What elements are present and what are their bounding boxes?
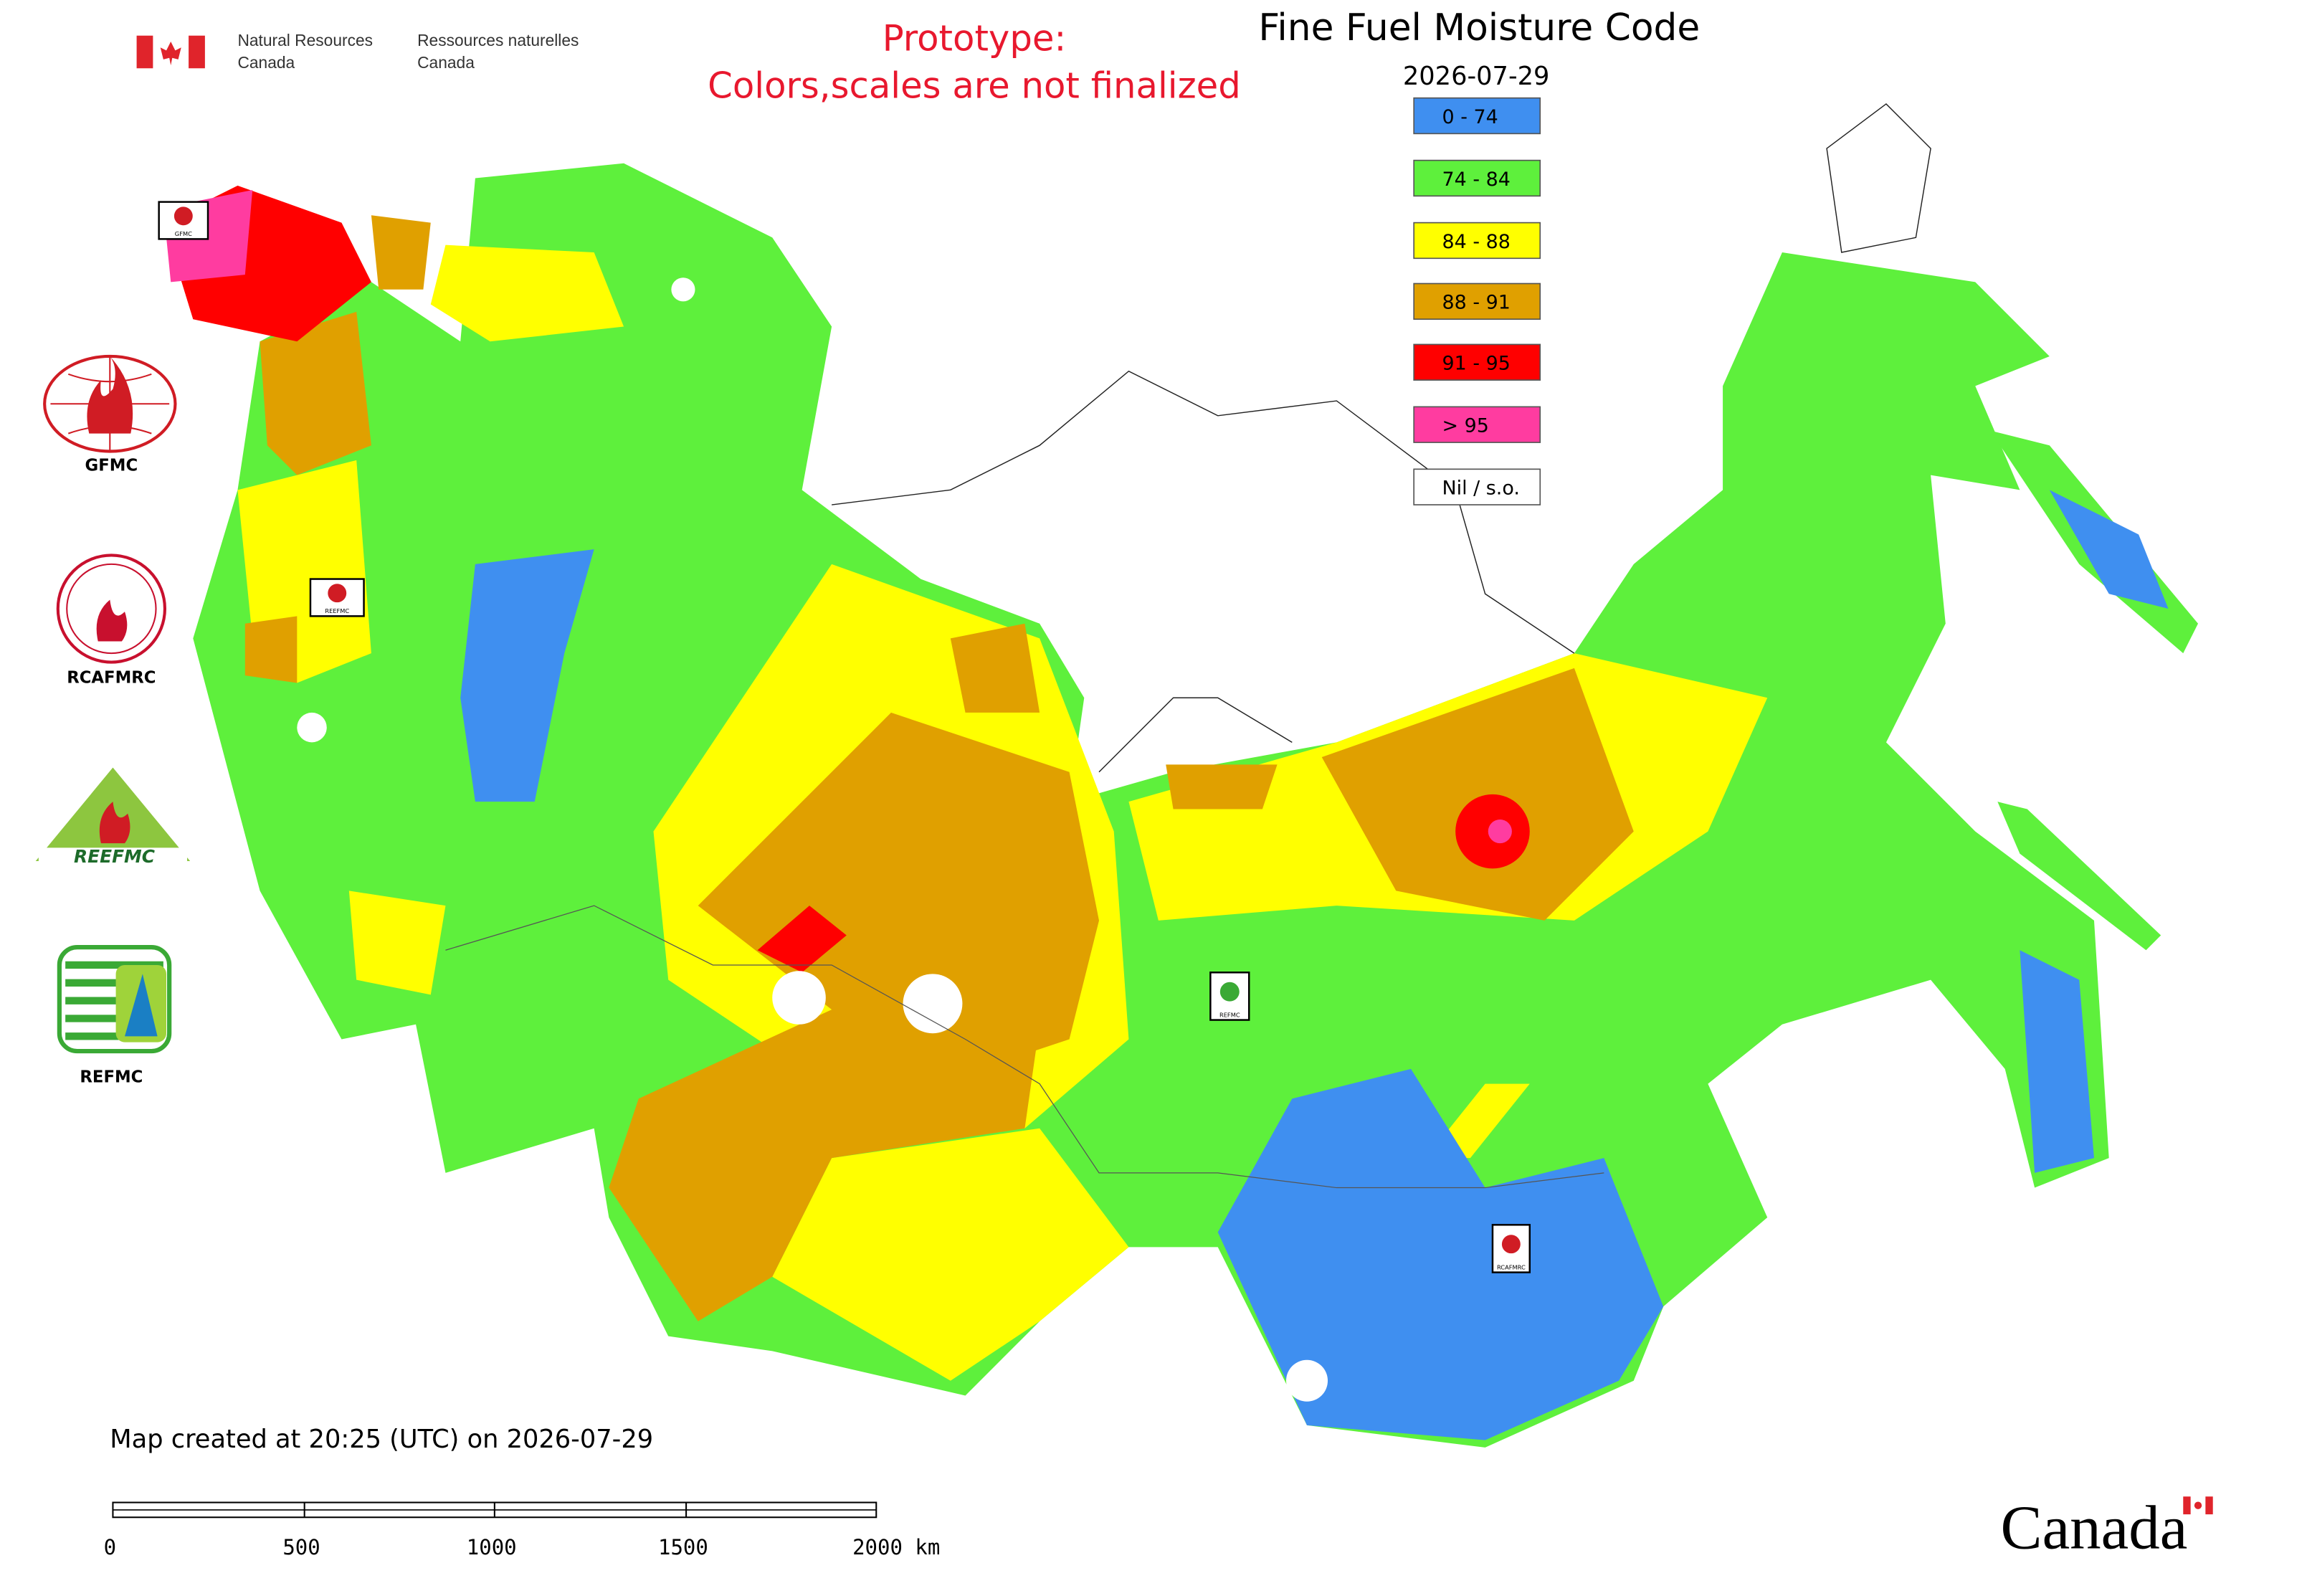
shape — [87, 356, 133, 434]
fmc-zone — [1217, 1068, 1664, 1440]
map-badges: GFMC REEFMC REFMC RCAFMRC — [158, 201, 1531, 1273]
fmc-zone — [903, 974, 963, 1034]
fmc-zone — [950, 623, 1040, 713]
shape — [65, 961, 163, 1040]
logos: GFMC RCAFMRC REEFMC REFMC — [35, 354, 191, 1087]
date: 2026-07-29 — [1403, 62, 1550, 91]
scale-label: 0 — [104, 1535, 116, 1559]
fmc-zone — [2049, 490, 2169, 609]
map-badge-icon — [173, 206, 193, 226]
flag-bar — [136, 35, 153, 69]
fmc-zone — [460, 549, 594, 802]
shape — [125, 974, 158, 1037]
fmc-zone — [260, 311, 371, 475]
legend-label: 84 - 88 — [1442, 231, 1511, 253]
coastline — [1826, 103, 1931, 253]
shape — [66, 563, 157, 655]
fmc-zone — [671, 277, 695, 302]
map-badge-label: GFMC — [175, 230, 192, 237]
legend-swatch — [1413, 222, 1541, 260]
map-badge-label: RCAFMRC — [1497, 1263, 1526, 1270]
scale-label: 500 — [282, 1535, 320, 1559]
legend-swatch — [1413, 97, 1541, 135]
agency-fr: Canada — [417, 53, 475, 72]
maple-leaf — [160, 41, 181, 66]
agency-en: Canada — [237, 53, 295, 72]
legend-label: 88 - 91 — [1442, 292, 1511, 314]
fmc-zone — [609, 1010, 1040, 1321]
fmc-zone — [772, 971, 826, 1025]
legend-label: > 95 — [1442, 415, 1489, 437]
agency-en: Natural Resources — [237, 31, 373, 49]
map — [163, 103, 2198, 1448]
logo-label: RCAFMRC — [67, 669, 156, 688]
legend-swatch — [1413, 343, 1541, 381]
legend-label: 74 - 84 — [1442, 168, 1511, 191]
border-line — [445, 905, 1604, 1189]
legend: 0 - 74 74 - 84 84 - 88 88 - 91 91 - 95 > 95 Ni… — [1413, 97, 1541, 505]
notice: Colors,scales are not finalized — [708, 65, 1241, 107]
legend-swatch — [1413, 468, 1541, 505]
shape — [96, 599, 128, 642]
title: Fine Fuel Moisture Code — [1258, 6, 1700, 49]
fmc-zone — [348, 890, 446, 995]
legend-swatch — [1413, 406, 1541, 443]
wordmark-flag — [2194, 1501, 2202, 1509]
fmc-zone — [1997, 802, 2161, 951]
map-created: Map created at 20:25 (UTC) on 2026-07-29 — [110, 1425, 653, 1454]
fmc-zone — [2020, 950, 2094, 1173]
map-badge-label: REFMC — [1219, 1011, 1240, 1018]
fmc-zone — [244, 616, 298, 683]
map-badge-icon — [1219, 982, 1240, 1002]
fmc-zone — [772, 1128, 1129, 1381]
fmc-zone — [1488, 820, 1512, 844]
fmc-zone — [371, 215, 431, 290]
coastline — [1098, 697, 1293, 773]
map-badge-icon — [1501, 1235, 1521, 1254]
canada-wordmark: Canada — [2001, 1493, 2188, 1562]
legend-label: 0 - 74 — [1442, 106, 1498, 128]
wordmark-flag — [2205, 1496, 2213, 1515]
map-badge-label: REEFMC — [325, 607, 349, 614]
fmc-zone — [1321, 668, 1634, 921]
footer: Map created at 20:25 (UTC) on 2026-07-29… — [104, 1425, 2213, 1562]
scale-label: 2000 km — [852, 1535, 940, 1559]
logo-label: GFMC — [85, 456, 138, 475]
scale-label: 1000 — [467, 1535, 517, 1559]
shape — [38, 847, 188, 866]
agency-fr: Ressources naturelles — [417, 31, 579, 49]
logo-label: REFMC — [80, 1068, 143, 1087]
notice: Prototype: — [883, 17, 1067, 59]
shape — [99, 802, 130, 844]
fmc-zone — [430, 244, 624, 342]
wordmark-flag — [2183, 1496, 2191, 1515]
legend-label: Nil / s.o. — [1442, 478, 1520, 500]
map-badge-icon — [328, 584, 347, 603]
legend-label: 91 - 95 — [1442, 353, 1511, 375]
fmc-zone — [757, 906, 847, 973]
legend-swatch — [1413, 159, 1541, 197]
flag-bar — [189, 35, 205, 69]
header: Natural Resources Canada Ressources natu… — [136, 6, 1700, 107]
legend-swatch — [1413, 282, 1541, 320]
logo-label: REEFMC — [74, 846, 155, 867]
fmc-zone — [1166, 764, 1278, 809]
scale-label: 1500 — [658, 1535, 708, 1559]
coastline — [832, 370, 1575, 654]
fmc-zone — [297, 712, 327, 743]
fmc-zone — [1286, 1359, 1328, 1402]
